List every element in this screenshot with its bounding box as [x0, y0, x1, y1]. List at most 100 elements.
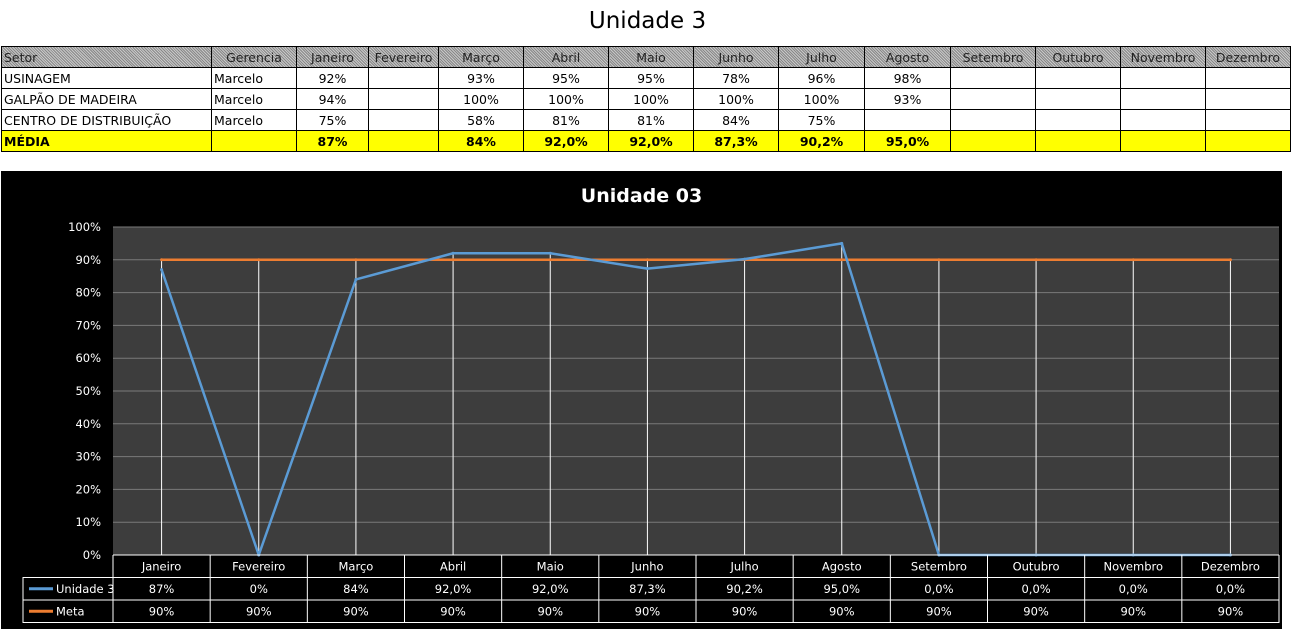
x-tick-label: Junho [630, 559, 663, 573]
column-header: Março [438, 46, 524, 68]
chart-area: Unidade 03 0% 10% 20% 30% 40% 50% 60% 70% 80% 90%… [1, 171, 1282, 629]
table-cell: 100% [608, 88, 694, 110]
data-label: 90% [537, 604, 563, 618]
table-cell [1205, 130, 1291, 152]
data-point [645, 267, 649, 271]
chart-title: Unidade 03 [580, 185, 703, 207]
data-label: 90% [1120, 604, 1146, 618]
table-cell: Marcelo [211, 67, 297, 89]
table-cell: 84% [438, 130, 524, 152]
x-tick-label: Maio [537, 559, 564, 573]
table-row: USINAGEM Marcelo 92% 93% 95% 95% 78% 96% 98% [1, 67, 1291, 89]
x-tick-label: Novembro [1103, 559, 1163, 573]
data-table: Setor Gerencia Janeiro Fevereiro Março Abril M… [1, 46, 1291, 152]
table-cell [1035, 109, 1121, 131]
x-tick-label: Março [339, 559, 374, 573]
data-point [840, 241, 844, 245]
data-point [548, 251, 552, 255]
data-point [1131, 258, 1135, 262]
column-header: Abril [523, 46, 609, 68]
data-label: 90% [1218, 604, 1244, 618]
data-point [451, 251, 455, 255]
column-header: Fevereiro [368, 46, 439, 68]
table-cell [864, 109, 951, 131]
table-cell: USINAGEM [1, 67, 212, 89]
data-point [743, 257, 747, 261]
line-chart: 0% 10% 20% 30% 40% 50% 60% 70% 80% 90% 100% Janeiro… [22, 220, 1280, 623]
table-cell: 98% [864, 67, 951, 89]
data-point [160, 268, 164, 272]
table-cell: 96% [778, 67, 865, 89]
x-tick-label: Setembro [911, 559, 967, 573]
legend-label: Unidade 3 [56, 582, 115, 596]
data-label: 0,0% [1119, 582, 1148, 596]
column-header: Setembro [950, 46, 1036, 68]
table-cell: GALPÃO DE MADEIRA [1, 88, 212, 110]
table-cell: 95% [608, 67, 694, 89]
data-point [354, 258, 358, 262]
table-cell: 84% [693, 109, 779, 131]
table-cell: CENTRO DE DISTRIBUIÇÃO [1, 109, 212, 131]
data-label: 92,0% [435, 582, 472, 596]
legend-label: Meta [56, 604, 85, 618]
data-point [937, 258, 941, 262]
column-header: Julho [778, 46, 865, 68]
y-tick-label: 70% [75, 318, 101, 332]
x-tick-label: Julho [729, 559, 758, 573]
y-tick-label: 30% [75, 450, 101, 464]
data-label: 90% [440, 604, 466, 618]
table-cell [1205, 109, 1291, 131]
table-cell [1205, 88, 1291, 110]
table-cell: 87% [296, 130, 369, 152]
y-tick-label: 60% [75, 351, 101, 365]
table-cell: 81% [608, 109, 694, 131]
table-cell: 95% [523, 67, 609, 89]
data-point [548, 258, 552, 262]
table-cell: 93% [864, 88, 951, 110]
table-cell: 95,0% [864, 130, 951, 152]
table-header-row: Setor Gerencia Janeiro Fevereiro Março Abril M… [1, 46, 1291, 68]
data-label: 90,2% [726, 582, 763, 596]
column-header: Gerencia [211, 46, 297, 68]
table-cell [1205, 67, 1291, 89]
table-cell [368, 88, 439, 110]
table-cell [950, 67, 1036, 89]
table-cell [211, 130, 297, 152]
data-point [1228, 258, 1232, 262]
data-label: 90% [149, 604, 175, 618]
table-cell [1120, 130, 1206, 152]
data-point [840, 258, 844, 262]
table-cell: 100% [523, 88, 609, 110]
x-tick-label: Fevereiro [232, 559, 285, 573]
table-cell: 90,2% [778, 130, 865, 152]
table-cell [1035, 88, 1121, 110]
data-label: 95,0% [823, 582, 860, 596]
table-row: CENTRO DE DISTRIBUIÇÃO Marcelo 75% 58% 81% 81… [1, 109, 1291, 131]
table-cell [1120, 109, 1206, 131]
table-cell [1120, 67, 1206, 89]
y-tick-label: 100% [68, 220, 101, 234]
data-label: 90% [343, 604, 369, 618]
table-cell: 100% [438, 88, 524, 110]
column-header: Setor [1, 46, 212, 68]
table-cell [1035, 67, 1121, 89]
table-cell: 100% [778, 88, 865, 110]
column-header: Outubro [1035, 46, 1121, 68]
table-cell: Marcelo [211, 109, 297, 131]
x-tick-label: Agosto [822, 559, 862, 573]
column-header: Dezembro [1205, 46, 1291, 68]
table-row: GALPÃO DE MADEIRA Marcelo 94% 100% 100% 100% 1… [1, 88, 1291, 110]
table-cell: 81% [523, 109, 609, 131]
table-cell: 75% [296, 109, 369, 131]
table-cell: Marcelo [211, 88, 297, 110]
table-cell: 87,3% [693, 130, 779, 152]
table-cell: 58% [438, 109, 524, 131]
data-label: 84% [343, 582, 369, 596]
table-cell [1120, 88, 1206, 110]
y-tick-label: 10% [75, 515, 101, 529]
table-cell: 78% [693, 67, 779, 89]
table-cell [950, 88, 1036, 110]
y-tick-label: 80% [75, 286, 101, 300]
table-cell: 75% [778, 109, 865, 131]
data-label: 90% [635, 604, 661, 618]
